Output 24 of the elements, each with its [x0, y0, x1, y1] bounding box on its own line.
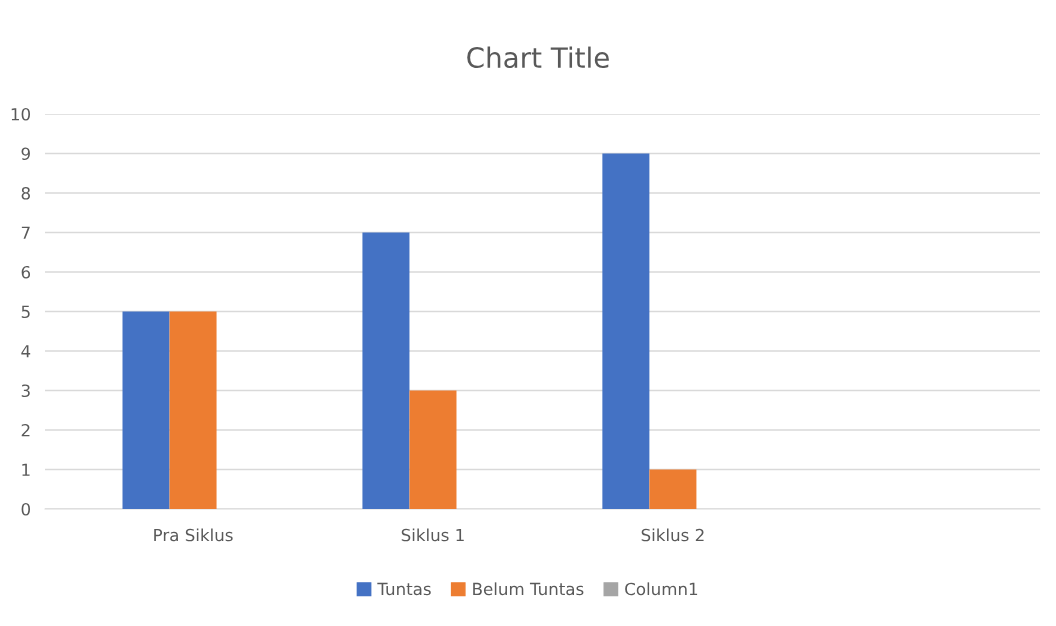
bar [169, 311, 217, 509]
bar [362, 232, 410, 509]
y-tick-label: 6 [21, 265, 31, 279]
x-tick-label: Siklus 1 [401, 528, 464, 542]
bar [602, 153, 650, 509]
bar [649, 469, 697, 509]
y-tick-label: 3 [21, 384, 30, 398]
y-tick-label: 5 [21, 305, 30, 319]
y-tick-label: 7 [21, 226, 30, 239]
y-tick-label: 4 [21, 345, 31, 358]
y-tick-label: 9 [21, 147, 30, 161]
y-tick-label: 2 [21, 423, 30, 437]
y-tick-label: 8 [21, 186, 30, 200]
x-tick-label: Siklus 2 [641, 528, 704, 542]
y-tick-label: 10 [11, 107, 30, 121]
legend-label: Belum Tuntas [473, 582, 584, 596]
y-tick-label: 1 [22, 463, 30, 476]
y-tick-label: 0 [21, 502, 30, 516]
bar [409, 390, 457, 509]
x-tick-label: Pra Siklus [154, 528, 233, 542]
legend-label: Column1 [625, 582, 698, 596]
bar [122, 311, 170, 509]
chart-title: Chart Title [467, 46, 609, 69]
legend-label: Tuntas [377, 582, 431, 596]
